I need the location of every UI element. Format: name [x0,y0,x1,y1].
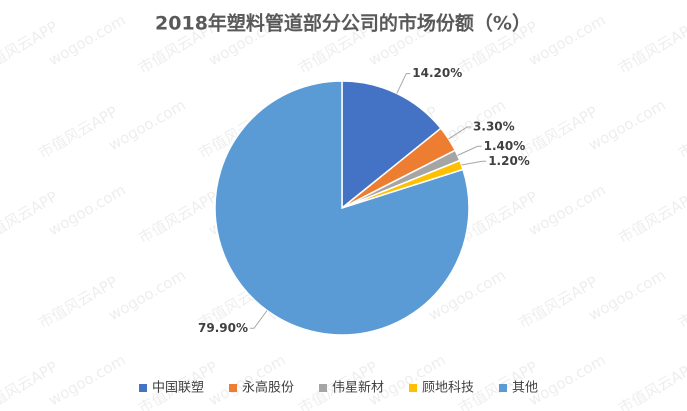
legend-label: 其他 [512,381,538,396]
data-label: 1.40% [484,139,526,153]
legend-swatch [499,384,507,392]
legend-swatch [139,384,147,392]
leader-line [250,310,268,329]
data-label: 1.20% [488,154,530,168]
legend-swatch [319,384,327,392]
leader-line [461,160,487,166]
legend-label: 伟星新材 [332,380,384,396]
legend-label: 顾地科技 [422,381,474,396]
data-label: 14.20% [412,66,462,80]
legend-label: 中国联塑 [152,381,204,396]
pie-slice [341,80,442,210]
legend-swatch [229,384,237,392]
leader-line [448,126,472,140]
leader-line [396,73,411,94]
legend-label: 永高股份 [242,380,294,396]
data-label: 3.30% [473,119,515,133]
leader-line [457,145,482,156]
legend-swatch [409,384,417,392]
chart-title: 2018年塑料管道部分公司的市场份额（%） [155,12,531,35]
data-label: 79.90% [198,321,248,335]
